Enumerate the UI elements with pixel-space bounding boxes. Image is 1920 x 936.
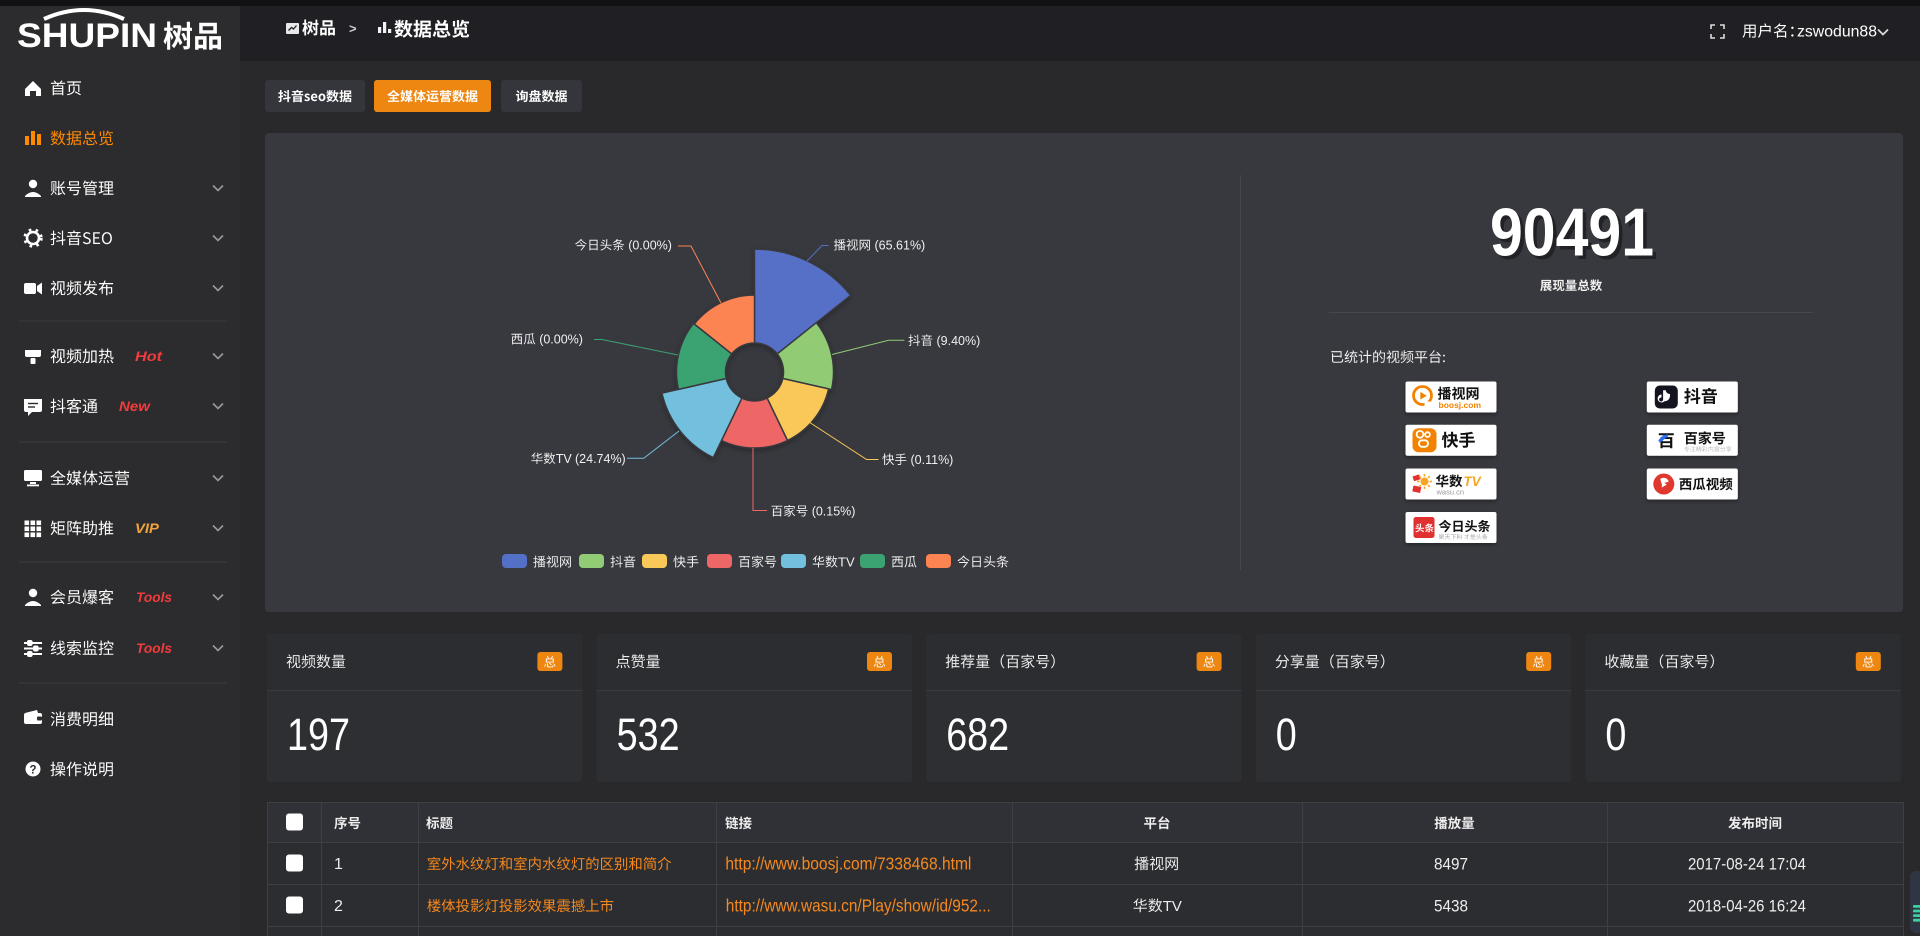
- svg-text:Hot: Hot: [135, 348, 164, 364]
- svg-text:(0.11%): (0.11%): [911, 453, 954, 467]
- svg-text:2018-04-26 16:24: 2018-04-26 16:24: [1688, 897, 1806, 916]
- svg-text:5438: 5438: [1434, 897, 1468, 916]
- svg-text:682: 682: [946, 709, 1009, 760]
- svg-text:VIP: VIP: [135, 520, 160, 536]
- svg-text:1: 1: [334, 856, 343, 873]
- svg-text:TV: TV: [1163, 898, 1182, 915]
- svg-text:0: 0: [1605, 709, 1626, 760]
- svg-text:90491: 90491: [1494, 198, 1658, 274]
- svg-text:197: 197: [287, 709, 350, 760]
- svg-text:(0.15%): (0.15%): [812, 505, 856, 519]
- svg-text:boosj.com: boosj.com: [1439, 400, 1482, 410]
- svg-text:532: 532: [617, 709, 680, 760]
- svg-text:(0.00%): (0.00%): [628, 239, 672, 253]
- svg-text:TV: TV: [1464, 474, 1482, 489]
- svg-text:zswodun88: zswodun88: [1797, 24, 1877, 41]
- svg-text:Tools: Tools: [136, 589, 172, 605]
- svg-text:2017-08-24 17:04: 2017-08-24 17:04: [1688, 855, 1806, 874]
- svg-text:New: New: [119, 398, 151, 414]
- svg-text:TV: TV: [556, 452, 573, 466]
- svg-text:SHUPIN: SHUPIN: [17, 17, 157, 55]
- svg-text:Tools: Tools: [136, 640, 172, 656]
- svg-text:wasu.cn: wasu.cn: [1436, 488, 1465, 497]
- svg-text:(0.00%): (0.00%): [539, 333, 583, 347]
- svg-text:(24.74%): (24.74%): [575, 452, 626, 466]
- svg-text:90491: 90491: [1490, 195, 1654, 271]
- svg-text:8497: 8497: [1434, 855, 1468, 874]
- svg-text:?: ?: [29, 765, 36, 777]
- svg-text:http://www.wasu.cn/Play/show/i: http://www.wasu.cn/Play/show/id/952...: [726, 896, 991, 916]
- svg-text:0: 0: [1276, 709, 1297, 760]
- svg-text:2: 2: [334, 898, 343, 915]
- svg-text:TV: TV: [838, 555, 855, 570]
- svg-text:(65.61%): (65.61%): [875, 239, 926, 253]
- svg-text:(9.40%): (9.40%): [937, 334, 981, 348]
- svg-text:http://www.boosj.com/7338468.h: http://www.boosj.com/7338468.html: [725, 854, 971, 874]
- svg-text:>: >: [349, 21, 357, 36]
